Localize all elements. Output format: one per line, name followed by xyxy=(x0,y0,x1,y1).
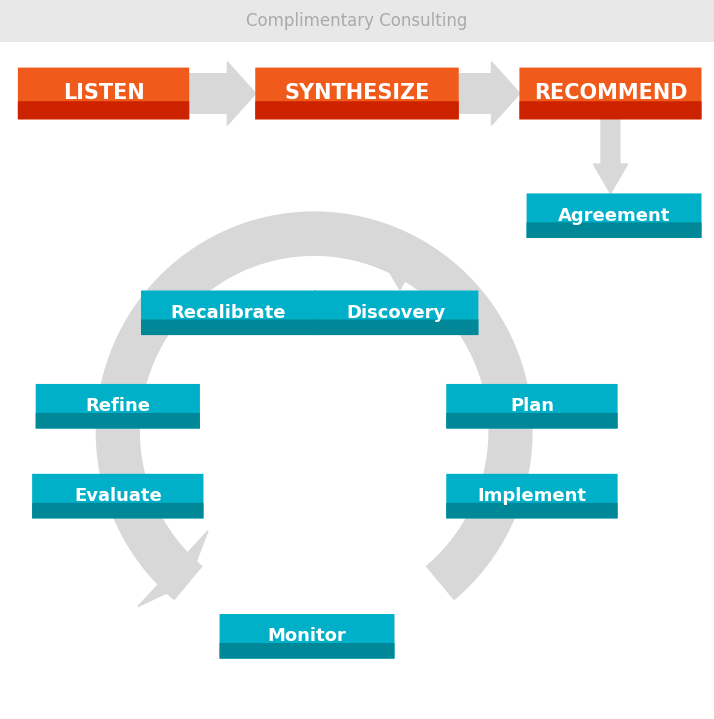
FancyBboxPatch shape xyxy=(527,193,701,238)
FancyBboxPatch shape xyxy=(18,68,189,119)
FancyBboxPatch shape xyxy=(18,101,189,119)
Polygon shape xyxy=(138,531,208,607)
FancyBboxPatch shape xyxy=(220,643,394,659)
FancyBboxPatch shape xyxy=(32,474,203,518)
FancyBboxPatch shape xyxy=(446,503,618,518)
FancyBboxPatch shape xyxy=(527,222,701,238)
Text: Evaluate: Evaluate xyxy=(74,487,161,505)
FancyBboxPatch shape xyxy=(220,614,394,659)
FancyBboxPatch shape xyxy=(256,101,459,119)
Bar xyxy=(0,0,714,42)
FancyBboxPatch shape xyxy=(141,319,316,335)
FancyBboxPatch shape xyxy=(520,101,701,119)
Text: Monitor: Monitor xyxy=(268,627,346,646)
FancyBboxPatch shape xyxy=(36,413,200,429)
Text: SYNTHESIZE: SYNTHESIZE xyxy=(284,83,430,104)
Polygon shape xyxy=(383,239,417,290)
FancyBboxPatch shape xyxy=(446,474,618,518)
Text: Agreement: Agreement xyxy=(558,206,670,225)
FancyBboxPatch shape xyxy=(446,384,618,429)
Text: LISTEN: LISTEN xyxy=(63,83,144,104)
Text: Recalibrate: Recalibrate xyxy=(171,303,286,322)
FancyBboxPatch shape xyxy=(446,413,618,429)
FancyBboxPatch shape xyxy=(314,319,478,335)
Polygon shape xyxy=(96,212,532,600)
Text: Refine: Refine xyxy=(85,397,151,416)
Text: Complimentary Consulting: Complimentary Consulting xyxy=(246,12,468,30)
FancyBboxPatch shape xyxy=(520,68,701,119)
Text: Discovery: Discovery xyxy=(346,303,446,322)
FancyBboxPatch shape xyxy=(36,384,200,429)
Polygon shape xyxy=(593,119,628,193)
FancyBboxPatch shape xyxy=(32,503,203,518)
Text: Plan: Plan xyxy=(510,397,554,416)
FancyBboxPatch shape xyxy=(256,68,459,119)
FancyBboxPatch shape xyxy=(141,290,316,335)
FancyBboxPatch shape xyxy=(314,290,478,335)
Polygon shape xyxy=(189,62,256,125)
Polygon shape xyxy=(459,62,520,125)
Text: Implement: Implement xyxy=(478,487,586,505)
Text: RECOMMEND: RECOMMEND xyxy=(534,83,687,104)
